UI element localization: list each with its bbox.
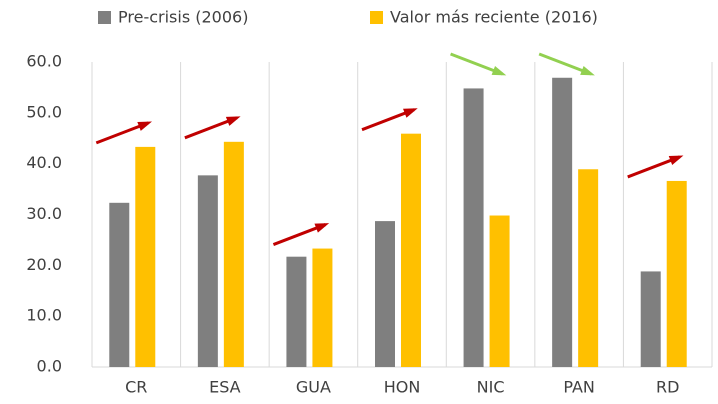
trend-arrow-head [137,121,153,131]
y-tick-label: 0.0 [37,357,62,376]
legend-label: Valor más reciente (2016) [390,8,598,27]
x-tick-label: NIC [477,378,505,397]
y-tick-label: 30.0 [26,204,62,223]
bar [286,256,307,367]
bar [135,146,156,367]
trend-arrow-head [491,65,507,76]
x-tick-label: ESA [209,378,241,397]
bar [578,169,599,367]
y-tick-label: 40.0 [26,153,62,172]
trend-arrow-head [225,116,241,126]
trend-arrow-head [580,65,595,76]
y-tick-label: 10.0 [26,306,62,325]
x-tick-label: RD [656,378,679,397]
y-tick-label: 20.0 [26,255,62,274]
bar [223,141,244,367]
bar [401,133,421,367]
trend-arrow-head [668,155,684,165]
legend-swatch [370,11,383,24]
bar [197,175,218,367]
x-tick-label: CR [125,378,147,397]
bar [463,88,484,367]
bar [552,77,573,367]
x-tick-label: PAN [563,378,595,397]
bar [489,215,510,367]
trend-arrow-head [314,223,330,233]
x-tick-label: GUA [296,378,331,397]
x-tick-label: HON [384,378,421,397]
bar [109,202,130,367]
y-tick-label: 50.0 [26,102,62,121]
y-tick-label: 60.0 [26,52,62,71]
bar [666,180,687,367]
legend-label: Pre-crisis (2006) [118,8,248,27]
bar [375,221,395,367]
legend-swatch [98,11,111,24]
bar [312,248,333,367]
trend-arrow-head [403,108,418,118]
bar [640,271,661,367]
